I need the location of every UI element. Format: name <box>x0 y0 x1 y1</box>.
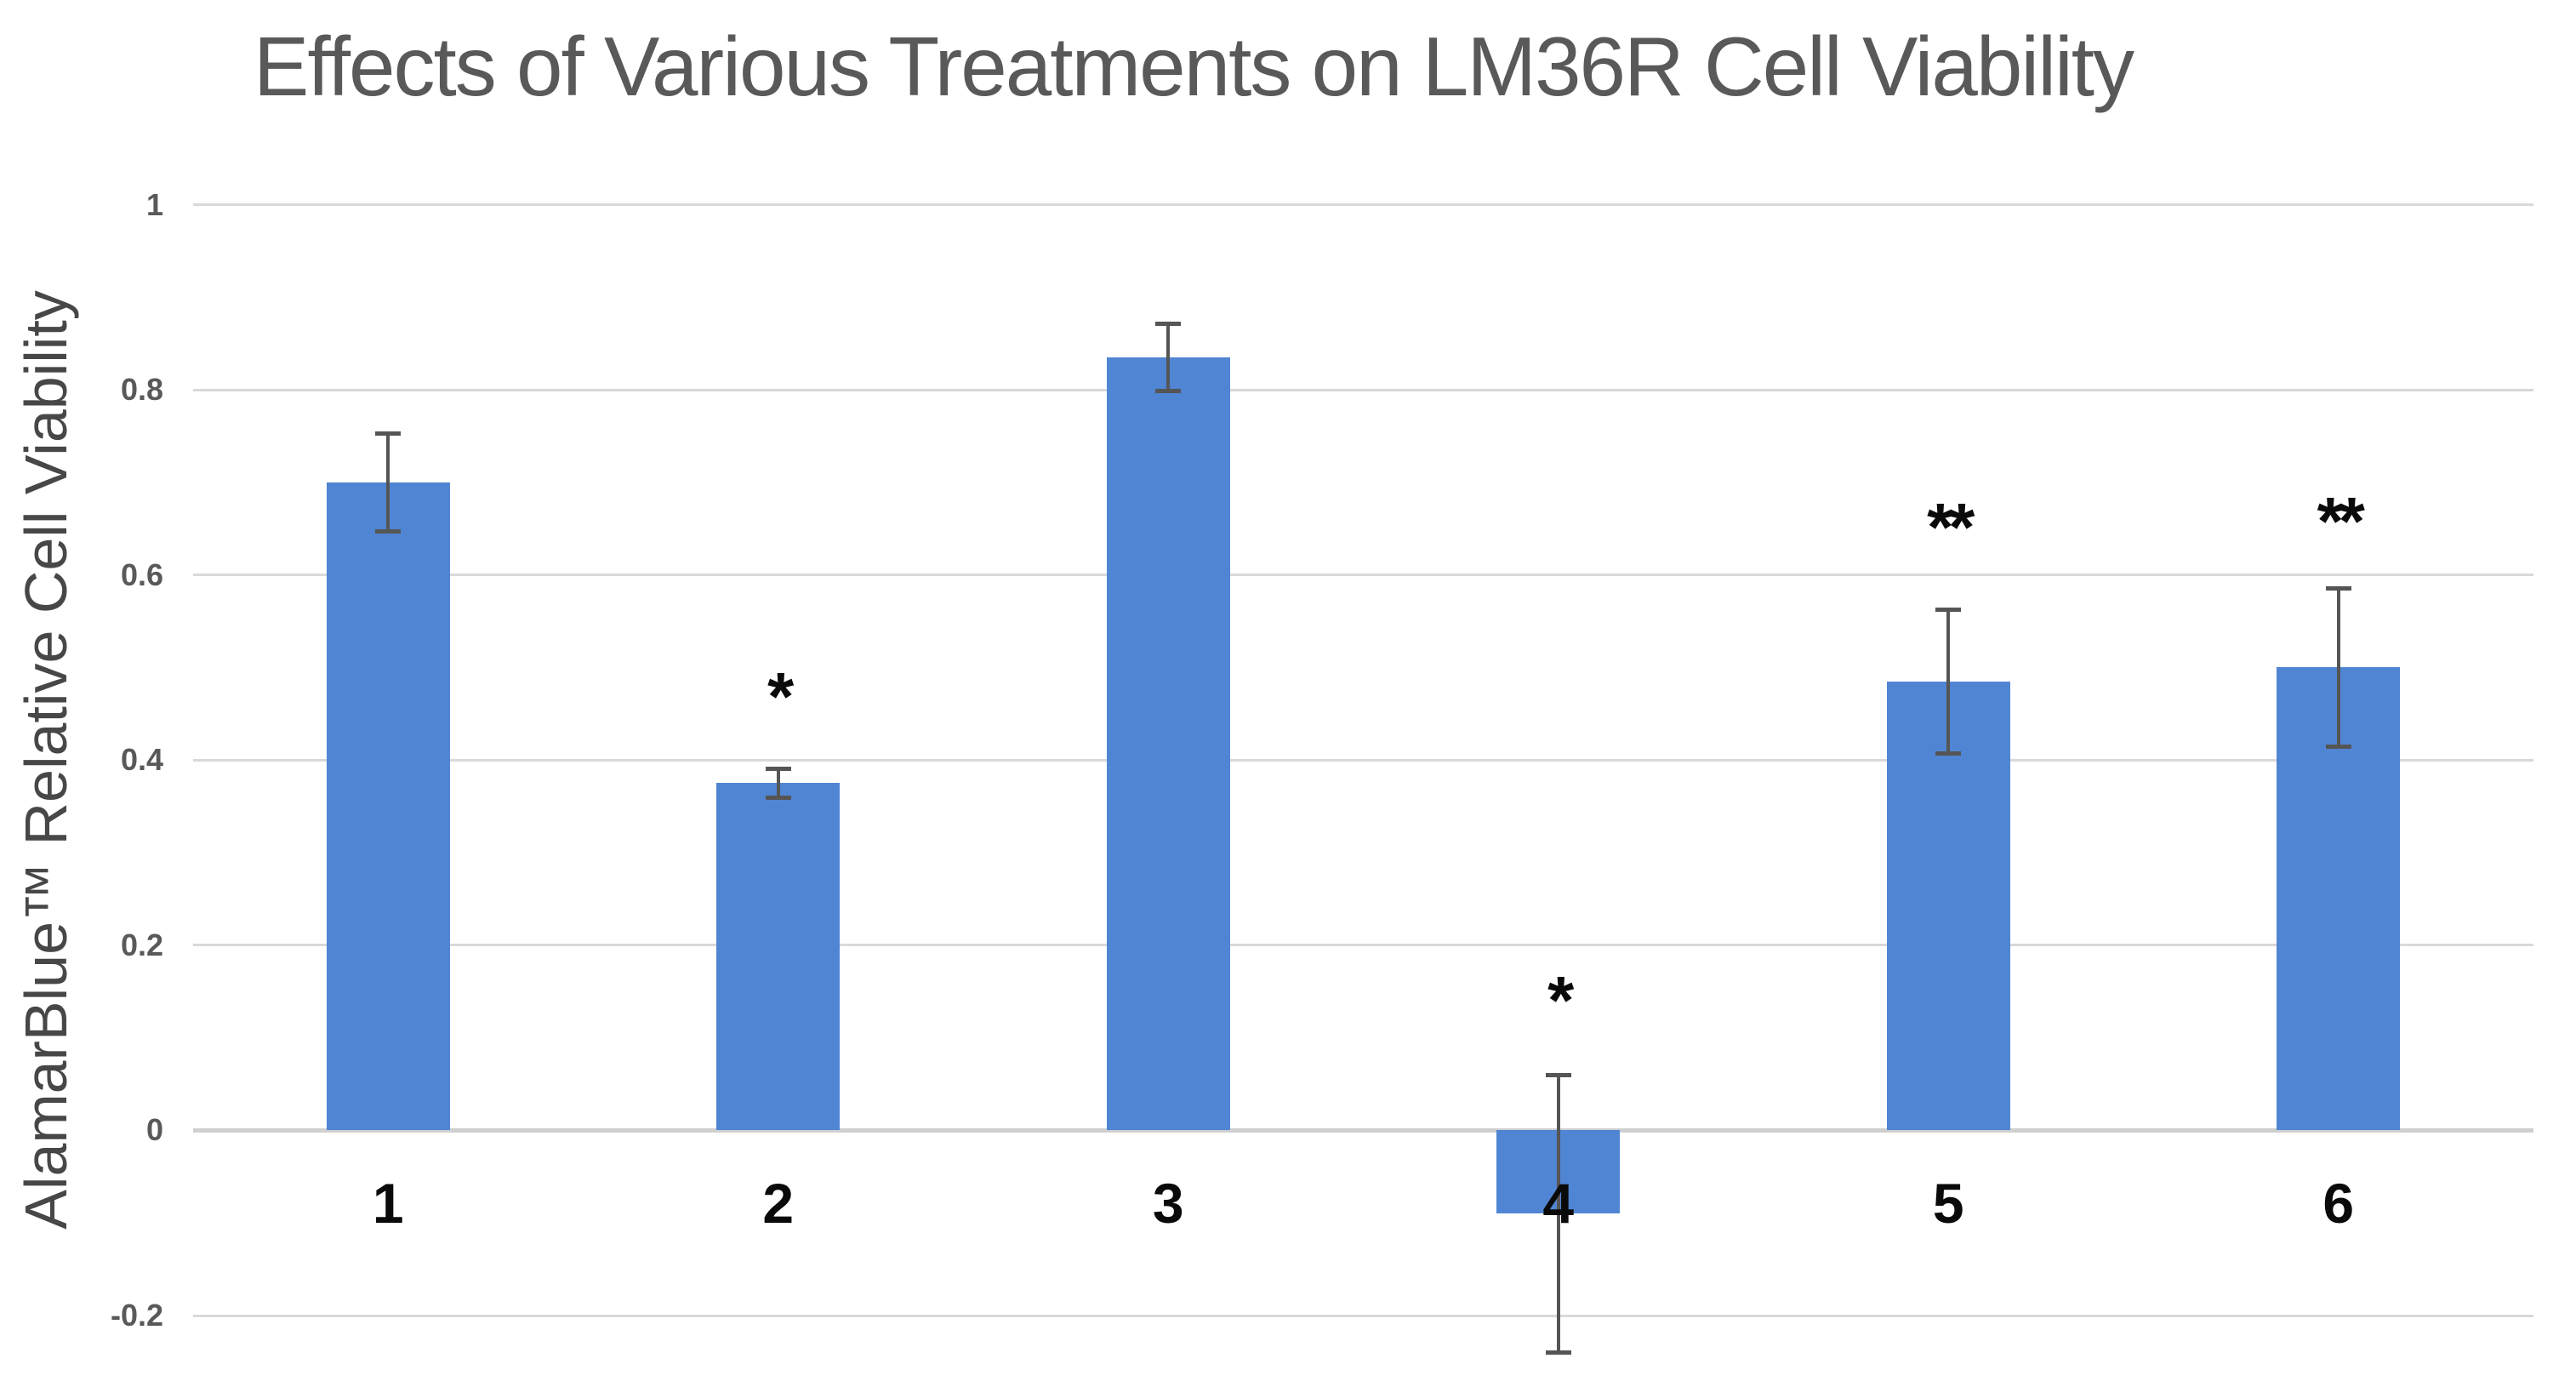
error-bar-cap-top <box>1935 607 1962 612</box>
bar <box>326 482 450 1131</box>
error-bar-cap-top <box>1155 321 1182 326</box>
error-bar <box>1166 322 1171 392</box>
error-bar <box>2336 587 2340 747</box>
error-bar-cap-bottom <box>2325 745 2351 750</box>
category-label: 3 <box>1152 1172 1184 1235</box>
y-tick-label: 0 <box>145 1112 163 1148</box>
y-tick-label: 1 <box>145 186 163 222</box>
y-tick-label: 0.4 <box>120 742 163 778</box>
error-bar-cap-bottom <box>765 795 791 800</box>
error-bar-cap-top <box>2325 585 2351 591</box>
significance-marker: * <box>1547 962 1574 1038</box>
category-label: 6 <box>2322 1172 2355 1235</box>
y-tick-label: 0.8 <box>120 372 163 408</box>
gridline <box>193 944 2533 947</box>
significance-marker: ** <box>2317 482 2365 559</box>
category-label: 4 <box>1542 1172 1575 1235</box>
category-label: 2 <box>762 1172 795 1235</box>
significance-marker: * <box>767 659 794 735</box>
error-bar-cap-top <box>765 767 791 772</box>
bar <box>1106 357 1230 1131</box>
category-label: 5 <box>1932 1172 1964 1235</box>
gridline <box>193 574 2533 577</box>
significance-marker: ** <box>1927 488 1975 565</box>
zero-axis-line <box>193 1127 2533 1133</box>
error-bar-cap-bottom <box>1545 1350 1571 1355</box>
error-bar-cap-bottom <box>375 528 402 534</box>
error-bar <box>1556 1075 1560 1353</box>
error-bar-cap-bottom <box>1155 389 1182 394</box>
gridline <box>193 388 2533 391</box>
y-tick-label: -0.2 <box>110 1298 163 1333</box>
bar <box>716 783 841 1131</box>
error-bar-cap-top <box>1545 1073 1571 1078</box>
gridline <box>193 758 2533 762</box>
gridline <box>193 1314 2533 1317</box>
category-label: 1 <box>372 1172 404 1235</box>
chart-title: Effects of Various Treatments on LM36R C… <box>254 20 2134 113</box>
error-bar-cap-top <box>375 431 402 437</box>
error-bar <box>1946 608 1951 754</box>
error-bar-cap-bottom <box>1935 751 1962 756</box>
gridline <box>193 203 2533 206</box>
error-bar <box>776 768 780 798</box>
y-tick-label: 0.6 <box>120 557 163 592</box>
error-bar <box>386 433 390 532</box>
y-tick-label: 0.2 <box>120 927 163 962</box>
bar <box>1886 681 2010 1131</box>
